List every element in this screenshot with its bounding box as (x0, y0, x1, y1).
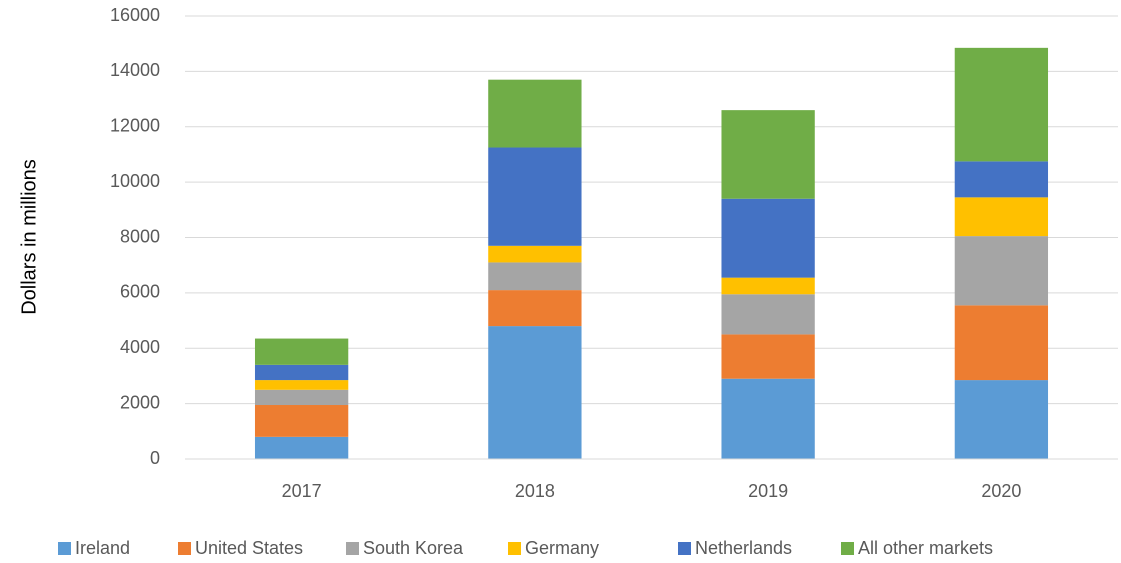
bar-segment (954, 197, 1049, 237)
bar-segment (954, 161, 1049, 198)
y-tick-label: 14000 (110, 60, 160, 80)
bar-segment (954, 47, 1049, 162)
x-tick-label: 2020 (981, 481, 1021, 501)
bar-segment (254, 389, 349, 406)
bar-segment (721, 294, 815, 335)
legend-swatch (58, 542, 71, 555)
bar-segment (954, 236, 1049, 306)
bar-segment (488, 79, 582, 148)
legend-swatch (178, 542, 191, 555)
y-tick-label: 8000 (120, 226, 160, 246)
legend-swatch (841, 542, 854, 555)
y-axis-title: Dollars in millions (18, 159, 40, 315)
y-tick-label: 0 (150, 448, 160, 468)
bar-segment (954, 380, 1049, 459)
bar-segment (488, 245, 582, 263)
bar-segment (488, 290, 582, 327)
bar-segment (721, 334, 815, 379)
legend-label: Germany (525, 538, 599, 558)
bar-segment (254, 405, 349, 437)
bar-segment (721, 198, 815, 278)
bar-segment (488, 147, 582, 246)
legend-label: Ireland (75, 538, 130, 558)
bar-segment (721, 277, 815, 295)
bar-segment (254, 380, 349, 390)
bar-segment (254, 364, 349, 381)
legend-swatch (346, 542, 359, 555)
bar-segment (254, 436, 349, 459)
x-tick-label: 2019 (748, 481, 788, 501)
x-tick-label: 2018 (515, 481, 555, 501)
y-tick-label: 12000 (110, 116, 160, 136)
bar-segment (488, 262, 582, 291)
bar-segment (488, 326, 582, 459)
legend-label: South Korea (363, 538, 464, 558)
y-tick-label: 2000 (120, 392, 160, 412)
legend-label: All other markets (858, 538, 993, 558)
legend-label: Netherlands (695, 538, 792, 558)
y-tick-label: 10000 (110, 171, 160, 191)
legend-swatch (508, 542, 521, 555)
legend-swatch (678, 542, 691, 555)
y-tick-label: 4000 (120, 337, 160, 357)
y-tick-label: 16000 (110, 5, 160, 25)
bar-segment (721, 110, 815, 199)
legend-label: United States (195, 538, 303, 558)
y-tick-label: 6000 (120, 282, 160, 302)
x-tick-label: 2017 (282, 481, 322, 501)
bar-segment (954, 305, 1049, 381)
bar-segment (721, 378, 815, 459)
bar-segment (254, 338, 349, 365)
